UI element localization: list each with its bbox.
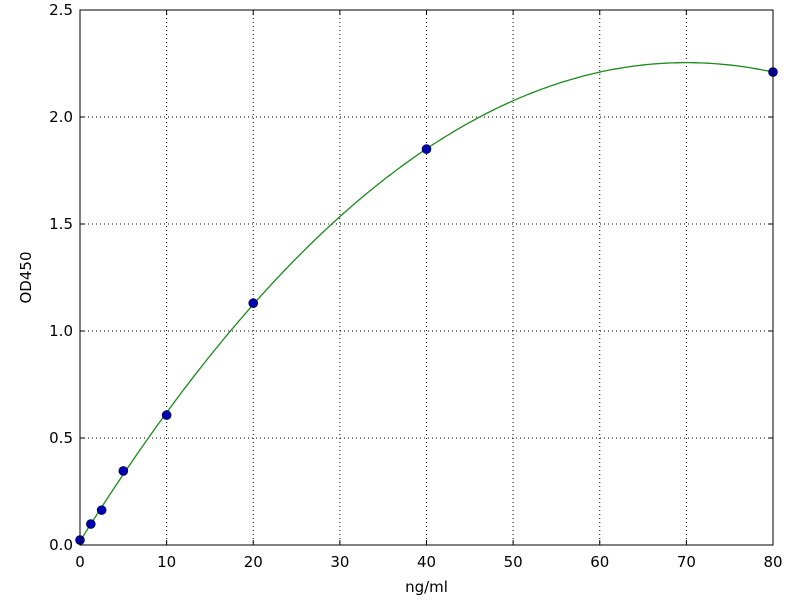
data-point	[96, 505, 107, 515]
ticks: 0 10 20 30 40 50 60 70 80 0.0 0.5 1.0 1.5 2.0 2.5	[49, 1, 782, 571]
x-tick-label: 0	[75, 553, 85, 571]
data-point	[86, 519, 96, 529]
data-point	[248, 298, 259, 308]
y-tick-label: 1.5	[49, 215, 73, 233]
y-axis-label: OD450	[17, 252, 35, 304]
data-point	[421, 144, 432, 154]
x-tick-label: 10	[157, 553, 176, 571]
x-tick-label: 40	[417, 553, 436, 571]
data-point	[161, 410, 172, 420]
y-tick-label: 0.5	[49, 429, 73, 447]
data-point	[118, 466, 129, 476]
data-points	[75, 67, 778, 545]
y-tick-label: 1.0	[49, 322, 73, 340]
x-tick-label: 60	[590, 553, 609, 571]
x-tick-label: 20	[244, 553, 263, 571]
x-axis-label: ng/ml	[405, 578, 448, 596]
y-tick-label: 2.5	[49, 1, 73, 19]
grid	[79, 9, 774, 546]
x-tick-label: 80	[763, 553, 782, 571]
y-tick-label: 2.0	[49, 108, 73, 126]
x-tick-label: 30	[330, 553, 349, 571]
y-tick-label: 0.0	[49, 536, 73, 554]
x-tick-label: 70	[677, 553, 696, 571]
x-tick-label: 50	[504, 553, 523, 571]
